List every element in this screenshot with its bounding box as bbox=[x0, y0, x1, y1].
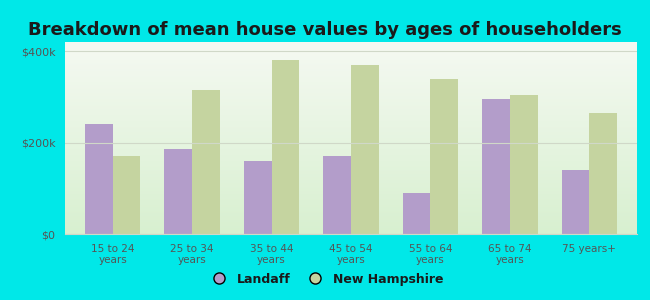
Bar bbox=[164, 149, 192, 234]
Legend: Landaff, New Hampshire: Landaff, New Hampshire bbox=[202, 268, 448, 291]
Text: Breakdown of mean house values by ages of householders: Breakdown of mean house values by ages o… bbox=[28, 21, 622, 39]
Bar bbox=[351, 65, 379, 234]
Bar bbox=[244, 161, 272, 234]
Bar bbox=[272, 60, 300, 234]
Bar bbox=[112, 156, 140, 234]
Bar bbox=[562, 170, 590, 234]
Bar bbox=[482, 99, 510, 234]
Bar bbox=[430, 79, 458, 234]
Bar bbox=[402, 193, 430, 234]
Bar bbox=[590, 113, 617, 234]
Bar bbox=[85, 124, 112, 234]
Bar bbox=[192, 90, 220, 234]
Bar bbox=[323, 156, 351, 234]
Bar bbox=[510, 94, 538, 234]
